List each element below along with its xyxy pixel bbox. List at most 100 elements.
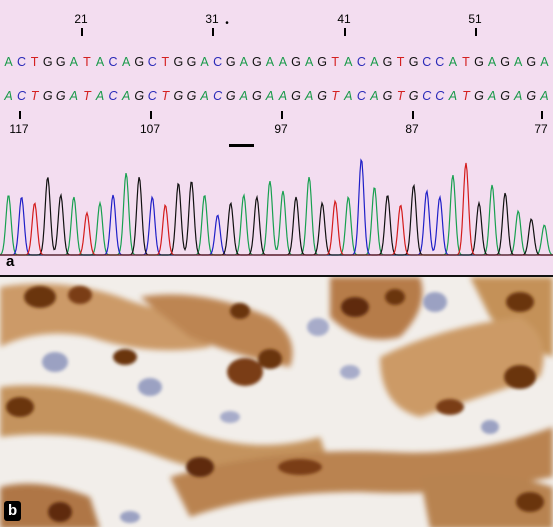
sequence-base: C <box>422 89 432 103</box>
sequence-base: A <box>69 55 79 69</box>
sequence-base: A <box>121 55 131 69</box>
sequence-base: C <box>356 89 366 103</box>
sequence-base: A <box>4 89 13 103</box>
sequence-base: C <box>108 55 118 69</box>
sequence-base: G <box>291 55 301 69</box>
sequence-base: G <box>55 89 66 103</box>
sequence-base: G <box>251 89 262 103</box>
sequence-base: G <box>173 55 184 69</box>
sequence-base: G <box>474 89 484 103</box>
bottom-tick-mark <box>412 111 414 119</box>
sequence-base: A <box>200 55 209 69</box>
sequence-base: A <box>69 89 79 103</box>
panel-label-b: b <box>4 501 22 521</box>
bottom-tick-mark <box>281 111 283 119</box>
sequence-base: A <box>4 55 13 69</box>
sequence-base: A <box>95 55 105 69</box>
sequence-base: A <box>265 89 275 103</box>
sequence-base: G <box>408 55 419 69</box>
sequence-base: G <box>173 89 184 103</box>
sequence-base: A <box>304 55 314 69</box>
sequence-base: G <box>186 89 197 103</box>
top-tick-mark <box>81 28 83 36</box>
sequence-base: T <box>83 55 91 69</box>
chromatogram-traces <box>0 158 553 256</box>
sequence-base: T <box>83 89 91 103</box>
sequence-base: G <box>526 89 537 103</box>
sequence-base: C <box>147 89 157 103</box>
sequence-base: T <box>396 55 405 69</box>
sequence-base: A <box>487 89 497 103</box>
sequence-base: A <box>95 89 105 103</box>
bottom-tick-label: 117 <box>9 122 29 136</box>
top-tick-label: 31 <box>205 12 219 26</box>
sequence-base: G <box>500 89 511 103</box>
sequence-base: A <box>278 89 288 103</box>
sequence-base: T <box>396 89 405 103</box>
sequence-base: G <box>134 89 145 103</box>
sequence-base: T <box>161 55 170 69</box>
sequence-base: A <box>239 55 248 69</box>
sequence-base: T <box>161 89 170 103</box>
position-marker: • <box>225 18 229 29</box>
sequence-base: A <box>514 89 523 103</box>
sequence-base: G <box>251 55 262 69</box>
bottom-tick-label: 77 <box>534 122 548 136</box>
sequence-base: A <box>514 55 523 69</box>
sequence-base: A <box>200 89 209 103</box>
sequence-base: A <box>121 89 131 103</box>
bottom-tick-mark <box>150 111 152 119</box>
sequence-base: G <box>42 89 53 103</box>
sequence-base: T <box>331 55 340 69</box>
bottom-tick-label: 87 <box>405 122 419 136</box>
sequence-base: G <box>225 89 236 103</box>
sequence-base: G <box>317 89 328 103</box>
sequence-base: C <box>213 55 223 69</box>
sequence-base: T <box>462 55 470 69</box>
sequence-base: A <box>540 89 549 103</box>
sequence-base: T <box>30 89 39 103</box>
sequence-base: G <box>382 55 393 69</box>
sequence-base: G <box>42 55 53 69</box>
sequence-base: C <box>435 55 445 69</box>
sequence-base: G <box>225 55 236 69</box>
bottom-tick-label: 107 <box>139 122 161 136</box>
sequence-base: G <box>134 55 145 69</box>
sequence-base: C <box>17 55 27 69</box>
sequence-base: G <box>474 55 484 69</box>
top-tick-mark <box>212 28 214 36</box>
sequence-base: A <box>278 55 288 69</box>
sequence-base: T <box>462 89 470 103</box>
histology-image <box>0 277 553 527</box>
bottom-tick-mark <box>19 111 21 119</box>
sequence-base: G <box>500 55 511 69</box>
sequence-base: A <box>370 55 379 69</box>
sequence-base: A <box>370 89 379 103</box>
panel-label-a: a <box>6 253 15 270</box>
sequence-base: C <box>422 55 432 69</box>
sequence-base: A <box>304 89 314 103</box>
top-tick-mark <box>344 28 346 36</box>
sequence-base: G <box>526 55 537 69</box>
sequence-base: G <box>317 55 328 69</box>
scale-bar <box>229 144 254 147</box>
sequence-base: G <box>186 55 197 69</box>
sequence-base: A <box>344 89 353 103</box>
sequence-base: C <box>213 89 223 103</box>
sequence-base: A <box>239 89 248 103</box>
sequence-base: C <box>356 55 366 69</box>
bottom-tick-mark <box>541 111 543 119</box>
sequence-base: C <box>108 89 118 103</box>
sequence-base: G <box>382 89 393 103</box>
sequence-base: C <box>17 89 27 103</box>
top-tick-label: 21 <box>74 12 88 26</box>
sequence-base: A <box>540 55 549 69</box>
sequence-base: C <box>435 89 445 103</box>
sequence-base: T <box>30 55 39 69</box>
top-tick-label: 51 <box>468 12 482 26</box>
sequence-base: G <box>55 55 66 69</box>
sequence-base: G <box>291 89 301 103</box>
sequence-base: G <box>408 89 419 103</box>
